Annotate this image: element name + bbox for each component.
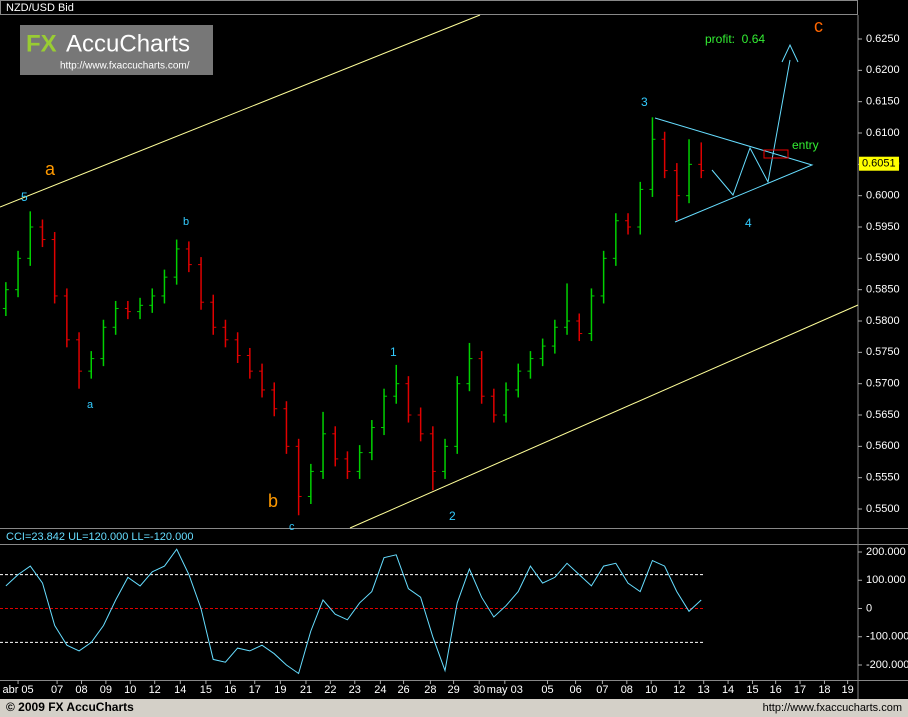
y-tick-label: 0.6100 (866, 127, 900, 139)
x-tick-label: 13 (698, 684, 710, 696)
y-tick-label: -200.000 (866, 659, 908, 671)
y-tick-label: 0.5850 (866, 284, 900, 296)
annotation: b (268, 491, 278, 511)
x-tick-label: 10 (124, 684, 136, 696)
watermark-url: http://www.fxaccucharts.com/ (60, 61, 190, 72)
x-tick-label: 09 (100, 684, 112, 696)
triangle (654, 117, 814, 223)
y-tick-label: 0.6250 (866, 33, 900, 45)
footer-url: http://www.fxaccucharts.com (763, 702, 902, 714)
x-tick-label: 12 (673, 684, 685, 696)
x-tick-label: 15 (200, 684, 212, 696)
y-tick-label: -100.000 (866, 631, 908, 643)
arrow-head (781, 43, 799, 63)
y-tick-label: 0.5750 (866, 346, 900, 358)
y-tick-label: 0.6150 (866, 96, 900, 108)
watermark: FX AccuCharts http://www.fxaccucharts.co… (20, 25, 213, 75)
x-tick-label: 24 (374, 684, 386, 696)
footer-bar (0, 699, 908, 717)
indicator-title: CCI=23.842 UL=120.000 LL=-120.000 (6, 531, 193, 543)
annotation: 3 (641, 95, 648, 109)
x-tick-label: 15 (746, 684, 758, 696)
x-tick-label: 22 (324, 684, 336, 696)
x-tick-label: 19 (274, 684, 286, 696)
x-tick-label: abr 05 (2, 684, 33, 696)
x-tick-label: 16 (224, 684, 236, 696)
y-tick-label: 0.5700 (866, 378, 900, 390)
entry-box (763, 149, 789, 159)
annotation: a (45, 159, 56, 179)
wave-path (711, 59, 791, 196)
y-tick-label: 200.000 (866, 546, 906, 558)
annotation: entry (792, 138, 819, 152)
x-tick-label: 21 (300, 684, 312, 696)
x-tick-label: 06 (569, 684, 581, 696)
x-tick-label: 12 (149, 684, 161, 696)
x-tick-label: 29 (447, 684, 459, 696)
annotation: a (87, 399, 94, 411)
indicator-line (5, 548, 702, 675)
x-tick-label: may 03 (487, 684, 523, 696)
y-tick-label: 0 (866, 602, 872, 614)
annotation: b (183, 216, 189, 228)
last-price-box (859, 156, 899, 171)
x-tick-label: 23 (349, 684, 361, 696)
x-tick-label: 10 (645, 684, 657, 696)
annotation: 4 (745, 216, 752, 230)
x-tick-label: 14 (722, 684, 734, 696)
y-tick-label: 0.5950 (866, 221, 900, 233)
channel-line (0, 14, 481, 208)
x-tick-label: 07 (596, 684, 608, 696)
x-tick-label: 17 (794, 684, 806, 696)
annotation: 2 (449, 509, 456, 523)
annotation: profit: 0.64 (705, 32, 765, 46)
title-bar (0, 0, 858, 15)
x-tick-label: 07 (51, 684, 63, 696)
y-tick-label: 0.5500 (866, 503, 900, 515)
y-tick-label: 100.000 (866, 574, 906, 586)
watermark-box (20, 25, 213, 75)
x-tick-label: 19 (842, 684, 854, 696)
x-tick-label: 26 (397, 684, 409, 696)
y-tick-label: 0.5650 (866, 409, 900, 421)
watermark-brand: AccuCharts (66, 30, 190, 57)
annotation: 5 (21, 190, 28, 204)
annotation: c (814, 16, 823, 36)
x-tick-label: 16 (770, 684, 782, 696)
channel-line (349, 304, 859, 529)
watermark-brand: FX (26, 30, 57, 57)
x-tick-label: 17 (249, 684, 261, 696)
x-tick-label: 30 (473, 684, 485, 696)
last-price-label: 0.6051 (862, 158, 896, 170)
x-tick-label: 08 (75, 684, 87, 696)
y-tick-label: 0.5600 (866, 440, 900, 452)
x-tick-label: 14 (174, 684, 186, 696)
x-tick-label: 08 (621, 684, 633, 696)
y-tick-label: 0.5800 (866, 315, 900, 327)
annotation: c (289, 521, 295, 533)
y-tick-label: 0.5550 (866, 472, 900, 484)
y-tick-label: 0.6000 (866, 190, 900, 202)
x-tick-label: 05 (541, 684, 553, 696)
y-tick-label: 0.6200 (866, 64, 900, 76)
annotation: 1 (390, 345, 397, 359)
x-tick-label: 18 (818, 684, 830, 696)
y-tick-label: 0.5900 (866, 252, 900, 264)
footer-text: © 2009 FX AccuCharts (6, 700, 134, 714)
chart-title: NZD/USD Bid (6, 2, 74, 14)
x-tick-label: 28 (424, 684, 436, 696)
